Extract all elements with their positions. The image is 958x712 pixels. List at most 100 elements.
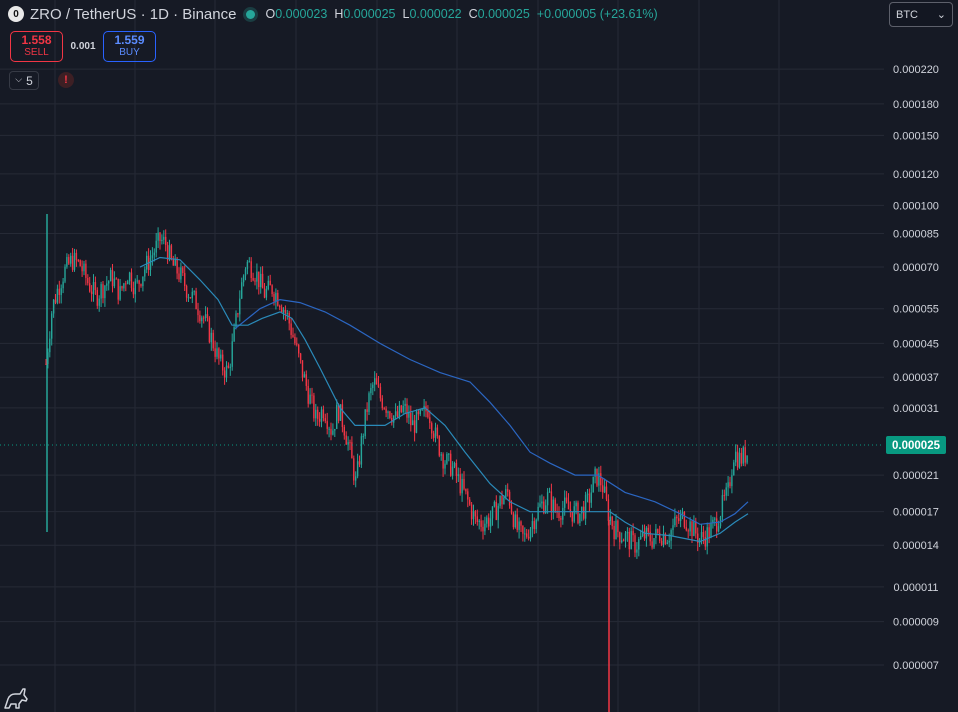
sell-button[interactable]: 1.558 SELL bbox=[10, 30, 63, 62]
candle-body bbox=[47, 352, 49, 364]
candle-body bbox=[605, 486, 608, 500]
currency-select[interactable]: BTC ⌄ bbox=[889, 2, 953, 27]
candle bbox=[482, 520, 484, 540]
candle bbox=[546, 488, 549, 514]
candle-body bbox=[311, 394, 313, 396]
candle bbox=[613, 520, 615, 547]
candle bbox=[155, 232, 157, 258]
indicators-toggle[interactable]: ⌵ 5 bbox=[9, 71, 39, 90]
candle bbox=[199, 310, 201, 324]
candle-body bbox=[560, 518, 562, 520]
warning-icon[interactable]: ! bbox=[58, 72, 74, 88]
candle bbox=[81, 260, 83, 277]
buy-button[interactable]: 1.559 BUY bbox=[103, 30, 156, 62]
candle bbox=[600, 465, 602, 492]
candle-body bbox=[531, 521, 534, 529]
candle bbox=[263, 283, 266, 299]
candle-body bbox=[197, 309, 199, 316]
candle-body bbox=[246, 261, 249, 270]
candle bbox=[697, 527, 699, 552]
candle bbox=[567, 493, 570, 510]
candle-body bbox=[641, 531, 644, 536]
y-tick-label: 0.000014 bbox=[893, 540, 939, 552]
candle-body bbox=[488, 517, 490, 527]
candle-body bbox=[275, 292, 277, 302]
candle bbox=[602, 478, 604, 499]
candle bbox=[71, 247, 74, 272]
candle bbox=[404, 397, 406, 414]
candle bbox=[189, 297, 192, 299]
candle bbox=[736, 444, 739, 471]
candle-body bbox=[119, 286, 121, 300]
price-axis[interactable]: 0.000220 0.000180 0.000150 0.000120 0.000100… bbox=[893, 64, 939, 672]
candle bbox=[372, 382, 374, 396]
candle-body bbox=[142, 276, 144, 287]
candle-body bbox=[279, 305, 281, 308]
candle-body bbox=[545, 505, 547, 514]
candle bbox=[223, 367, 226, 385]
candle-body bbox=[581, 506, 583, 514]
candle bbox=[442, 452, 444, 477]
tradingview-logo-icon[interactable] bbox=[2, 684, 30, 710]
candle bbox=[666, 539, 668, 545]
candle bbox=[381, 395, 383, 411]
candle bbox=[239, 290, 241, 322]
close-value: C0.000025 bbox=[468, 7, 530, 21]
candle-body bbox=[723, 495, 725, 497]
candle-body bbox=[339, 404, 342, 421]
candle-body bbox=[123, 283, 125, 289]
candle-body bbox=[54, 299, 57, 303]
candle bbox=[432, 430, 435, 442]
candle-body bbox=[377, 384, 380, 387]
candle-body bbox=[693, 520, 695, 537]
candle-body bbox=[621, 540, 623, 543]
candle-body bbox=[609, 516, 611, 521]
candle bbox=[273, 291, 275, 306]
candle-body bbox=[615, 520, 617, 540]
candle bbox=[486, 515, 488, 528]
candle-body bbox=[632, 531, 634, 536]
candle-body bbox=[446, 453, 448, 464]
candle-body bbox=[214, 348, 216, 357]
candle-body bbox=[127, 281, 129, 285]
candle-body bbox=[539, 503, 541, 507]
candle-body bbox=[330, 428, 332, 435]
candle bbox=[326, 412, 328, 435]
candle bbox=[448, 453, 450, 462]
candle-body bbox=[432, 433, 435, 438]
candle bbox=[592, 476, 594, 493]
candle-body bbox=[242, 275, 245, 283]
candle bbox=[130, 268, 133, 292]
symbol-legend: 0 ZRO / TetherUS · 1D · Binance O0.00002… bbox=[8, 4, 658, 24]
candle-body bbox=[617, 520, 619, 533]
candle-body bbox=[292, 334, 294, 337]
candle-body bbox=[121, 286, 123, 289]
candle bbox=[427, 405, 429, 419]
candle-body bbox=[301, 360, 304, 378]
candle bbox=[662, 525, 665, 548]
candle-body bbox=[241, 282, 243, 299]
candle-body bbox=[619, 532, 621, 543]
candle-body bbox=[115, 278, 117, 280]
candle-body bbox=[396, 411, 399, 418]
symbol-title[interactable]: ZRO / TetherUS · 1D · Binance bbox=[30, 5, 237, 23]
candle bbox=[106, 276, 108, 291]
candle bbox=[607, 494, 610, 526]
candle-body bbox=[174, 258, 176, 266]
candle bbox=[77, 258, 79, 263]
candle bbox=[290, 318, 292, 339]
candle bbox=[94, 276, 97, 295]
candle bbox=[220, 349, 222, 362]
candle-body bbox=[125, 283, 127, 285]
candle-body bbox=[347, 442, 349, 445]
candle-body bbox=[448, 453, 450, 455]
candle-body bbox=[269, 280, 271, 286]
candle bbox=[260, 266, 262, 294]
candle bbox=[554, 497, 556, 514]
candle-body bbox=[231, 341, 233, 367]
candle bbox=[683, 511, 686, 529]
candle-body bbox=[638, 538, 640, 550]
candle bbox=[451, 461, 454, 480]
candle bbox=[45, 358, 47, 365]
